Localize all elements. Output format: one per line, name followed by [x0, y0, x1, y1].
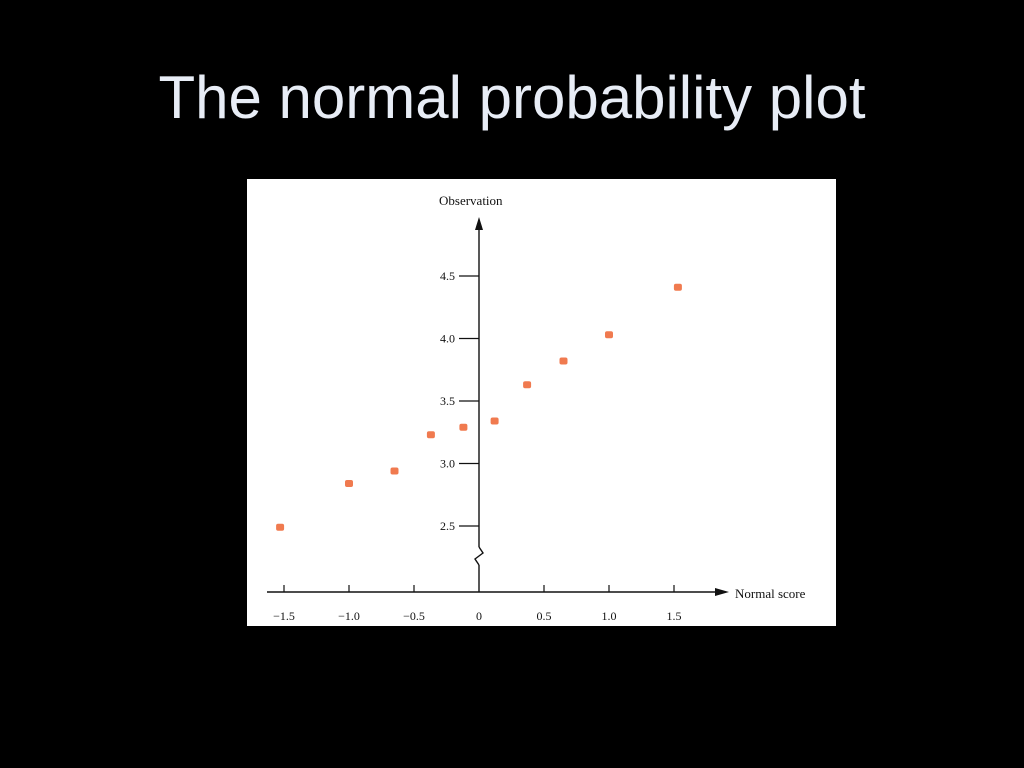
x-tick-label: −0.5: [403, 609, 425, 623]
data-point: [559, 357, 568, 365]
x-tick-label: 1.0: [602, 609, 617, 623]
axes-layer: [267, 217, 729, 596]
chart-panel: −1.5 −1.0 −0.5 0 0.5 1.0 1.5 2.5 3.0 3.5 4.0 4.5 Ob…: [247, 179, 836, 626]
data-point: [523, 381, 532, 389]
y-tick-label: 2.5: [440, 519, 455, 533]
normal-probability-chart: −1.5 −1.0 −0.5 0 0.5 1.0 1.5 2.5 3.0 3.5 4.0 4.5 Ob…: [267, 193, 806, 623]
x-tick-label: 0: [476, 609, 482, 623]
x-tick-label: 1.5: [667, 609, 682, 623]
slide-title: The normal probability plot: [158, 64, 866, 131]
y-axis-arrow: [475, 217, 483, 230]
data-point: [345, 480, 353, 487]
x-tick-label: 0.5: [537, 609, 552, 623]
y-tick-label: 4.5: [440, 269, 455, 283]
data-point: [276, 523, 285, 531]
x-tick-label: −1.0: [338, 609, 360, 623]
y-axis-title: Observation: [439, 193, 503, 208]
x-tick-label: −1.5: [273, 609, 295, 623]
data-point: [673, 283, 682, 291]
data-point: [426, 431, 435, 439]
points-layer: [276, 283, 682, 531]
data-point: [490, 417, 499, 425]
y-tick-label: 3.0: [440, 457, 455, 471]
x-axis-arrow: [715, 588, 729, 596]
y-tick-label: 3.5: [440, 394, 455, 408]
ticks-layer: −1.5 −1.0 −0.5 0 0.5 1.0 1.5 2.5 3.0 3.5 4.0 4.5: [273, 269, 681, 623]
y-axis-break-mark: [474, 546, 484, 566]
data-point: [390, 467, 399, 475]
data-point: [605, 331, 613, 339]
data-point: [459, 423, 468, 431]
x-axis-title: Normal score: [735, 586, 806, 601]
y-tick-label: 4.0: [440, 332, 455, 346]
